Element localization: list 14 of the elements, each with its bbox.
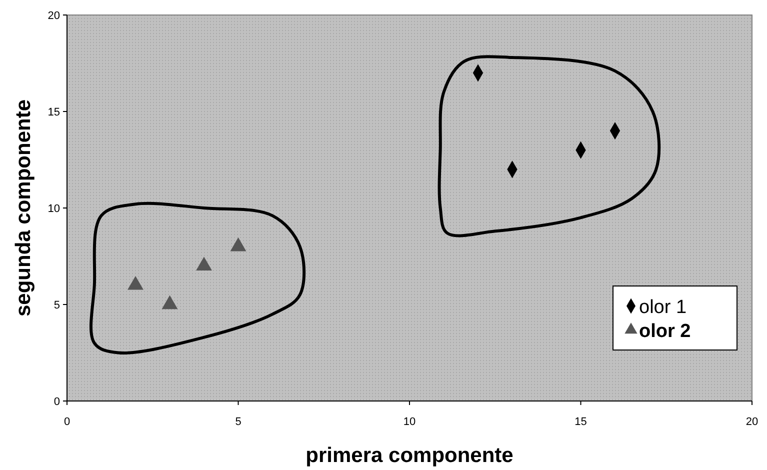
y-tick-label: 5 bbox=[54, 300, 60, 312]
y-axis-title: segunda componente bbox=[12, 99, 35, 317]
y-tick-label: 20 bbox=[48, 10, 60, 22]
x-tick-label: 10 bbox=[403, 416, 416, 428]
legend-label: olor 2 bbox=[639, 321, 691, 342]
x-tick-label: 5 bbox=[235, 416, 242, 428]
x-tick-label: 0 bbox=[64, 416, 70, 428]
legend-label: olor 1 bbox=[639, 297, 687, 318]
x-tick-label: 15 bbox=[574, 416, 587, 428]
y-tick-label: 0 bbox=[54, 396, 60, 408]
y-tick-label: 15 bbox=[48, 106, 60, 118]
x-axis-title: primera componente bbox=[306, 444, 514, 467]
y-tick-label: 10 bbox=[48, 203, 60, 215]
x-tick-label: 20 bbox=[746, 416, 758, 428]
